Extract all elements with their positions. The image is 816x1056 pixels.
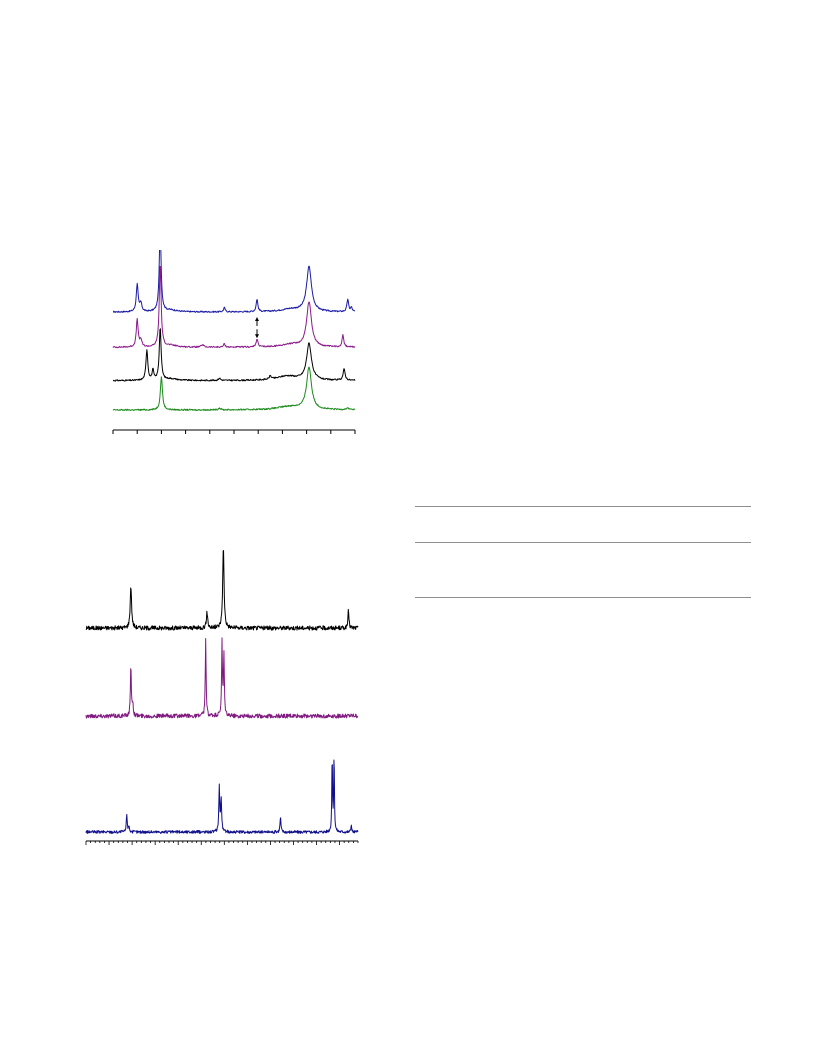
table-top-rule [415,506,751,507]
top-annotations [254,317,259,339]
top-spectra-chart [112,250,356,434]
bottom-spectra-chart [85,550,359,845]
top-traces [112,250,356,412]
bottom-series-3-line [85,759,359,834]
data-table [415,505,751,600]
top-series-1-line [112,250,356,313]
top-x-axis [112,429,356,434]
bottom-series-2-line [85,637,359,719]
arrow-down-marker [254,329,259,339]
bottom-traces [85,550,359,834]
top-series-3-line [112,328,356,382]
top-series-4-line [112,366,356,412]
table-header-rule [415,542,751,543]
table-bottom-rule [415,597,751,598]
bottom-x-axis [85,840,359,845]
bottom-series-1-line [85,550,359,631]
top-series-2-line [112,266,356,349]
arrow-up-marker [254,317,259,326]
